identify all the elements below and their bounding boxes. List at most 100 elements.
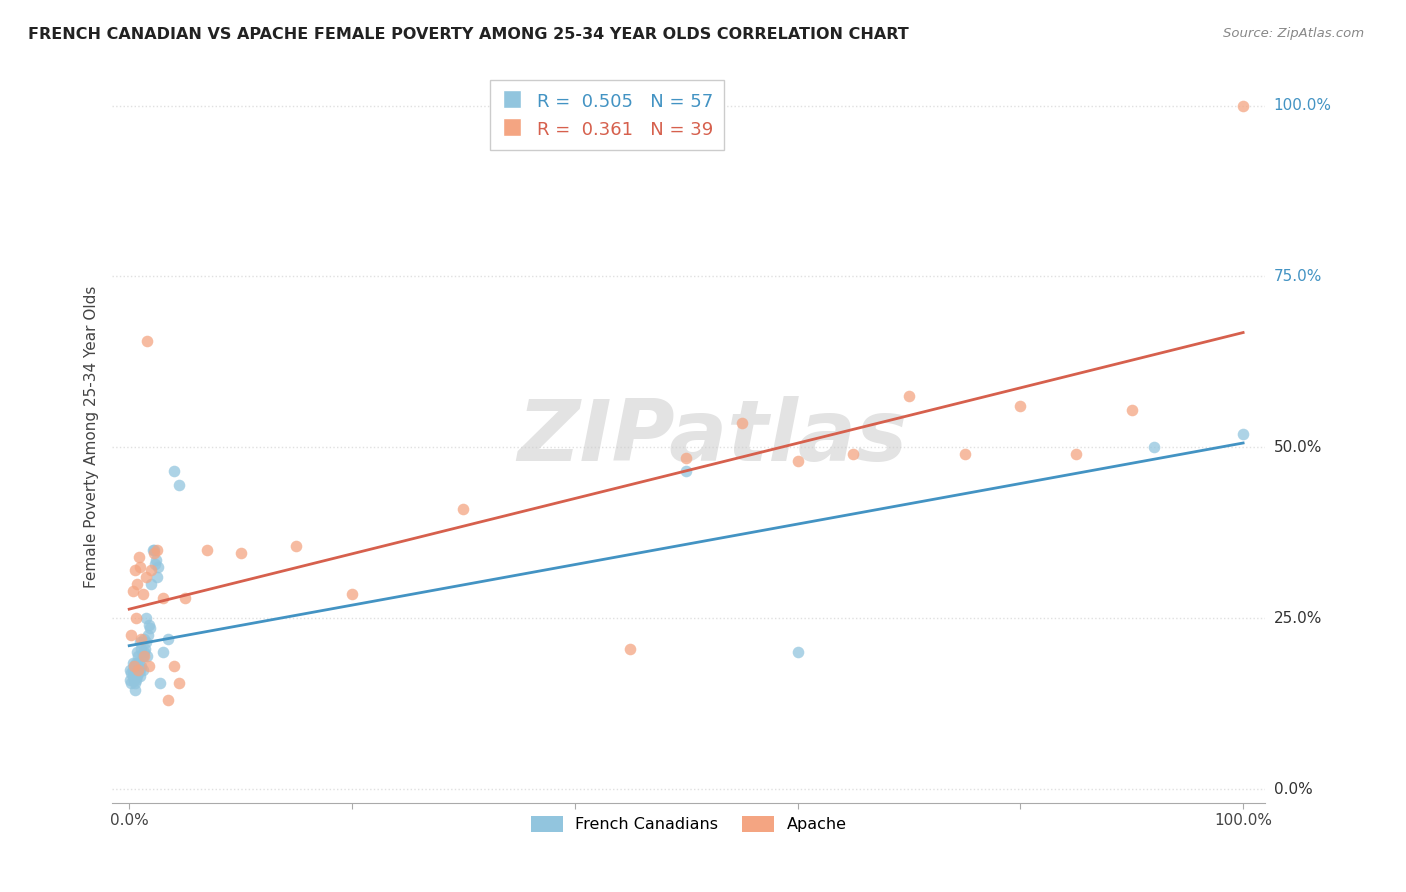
Point	[953, 447, 976, 461]
Point	[134, 642, 156, 657]
Point	[675, 464, 697, 478]
Legend: French Canadians, Apache: French Canadians, Apache	[524, 809, 853, 838]
Text: FRENCH CANADIAN VS APACHE FEMALE POVERTY AMONG 25-34 YEAR OLDS CORRELATION CHART: FRENCH CANADIAN VS APACHE FEMALE POVERTY…	[28, 27, 908, 42]
Point	[121, 663, 143, 677]
Point	[146, 560, 169, 574]
Y-axis label: Female Poverty Among 25-34 Year Olds: Female Poverty Among 25-34 Year Olds	[84, 286, 100, 588]
Point	[675, 450, 697, 465]
Point	[125, 645, 148, 659]
Point	[128, 549, 150, 564]
Point	[163, 464, 186, 478]
Point	[121, 669, 143, 683]
Point	[157, 693, 180, 707]
Text: 0.0%: 0.0%	[1274, 781, 1312, 797]
Point	[121, 656, 143, 670]
Point	[128, 656, 150, 670]
Point	[152, 645, 174, 659]
Point	[138, 659, 160, 673]
Point	[142, 542, 165, 557]
Point	[146, 542, 169, 557]
Text: 50.0%: 50.0%	[1274, 440, 1322, 455]
Point	[131, 587, 153, 601]
Point	[124, 563, 146, 577]
Point	[120, 676, 142, 690]
Point	[124, 669, 146, 683]
Point	[146, 570, 169, 584]
Point	[122, 659, 145, 673]
Point	[131, 663, 153, 677]
Point	[120, 663, 142, 677]
Point	[139, 622, 162, 636]
Text: 75.0%: 75.0%	[1274, 268, 1322, 284]
Point	[731, 417, 754, 431]
Point	[135, 635, 157, 649]
Point	[131, 648, 153, 663]
Point	[1121, 402, 1143, 417]
Point	[141, 577, 163, 591]
Point	[169, 478, 191, 492]
Point	[619, 642, 641, 657]
Point	[127, 648, 149, 663]
Point	[131, 642, 153, 657]
Point	[143, 557, 166, 571]
Point	[127, 663, 149, 677]
Point	[120, 665, 142, 680]
Point	[129, 635, 152, 649]
Point	[124, 663, 146, 677]
Point	[122, 665, 145, 680]
Point	[120, 673, 142, 687]
Point	[138, 618, 160, 632]
Point	[169, 676, 191, 690]
Point	[141, 563, 163, 577]
Point	[121, 583, 143, 598]
Point	[129, 560, 152, 574]
Point	[173, 591, 195, 605]
Point	[1143, 440, 1166, 454]
Point	[120, 628, 142, 642]
Point	[132, 632, 155, 646]
Text: ZIPatlas: ZIPatlas	[517, 395, 907, 479]
Point	[142, 546, 165, 560]
Point	[786, 645, 808, 659]
Point	[124, 683, 146, 698]
Point	[132, 648, 155, 663]
Point	[152, 591, 174, 605]
Point	[897, 389, 920, 403]
Point	[163, 659, 186, 673]
Point	[122, 673, 145, 687]
Point	[1232, 98, 1254, 112]
Point	[1232, 426, 1254, 441]
Point	[135, 570, 157, 584]
Point	[136, 628, 159, 642]
Text: 25.0%: 25.0%	[1274, 611, 1322, 625]
Point	[127, 659, 149, 673]
Point	[131, 632, 153, 646]
Point	[285, 540, 308, 554]
Point	[340, 587, 363, 601]
Text: Source: ZipAtlas.com: Source: ZipAtlas.com	[1223, 27, 1364, 40]
Point	[136, 334, 159, 349]
Point	[125, 673, 148, 687]
Point	[129, 669, 152, 683]
Point	[136, 648, 159, 663]
Point	[157, 632, 180, 646]
Text: 100.0%: 100.0%	[1274, 98, 1331, 113]
Point	[125, 611, 148, 625]
Point	[195, 542, 218, 557]
Point	[125, 577, 148, 591]
Point	[142, 542, 165, 557]
Point	[145, 553, 167, 567]
Point	[122, 659, 145, 673]
Point	[842, 447, 865, 461]
Point	[132, 645, 155, 659]
Point	[135, 611, 157, 625]
Point	[129, 663, 152, 677]
Point	[128, 663, 150, 677]
Point	[125, 663, 148, 677]
Point	[229, 546, 252, 560]
Point	[125, 665, 148, 680]
Point	[1010, 400, 1032, 414]
Point	[1064, 447, 1087, 461]
Point	[124, 676, 146, 690]
Point	[131, 659, 153, 673]
